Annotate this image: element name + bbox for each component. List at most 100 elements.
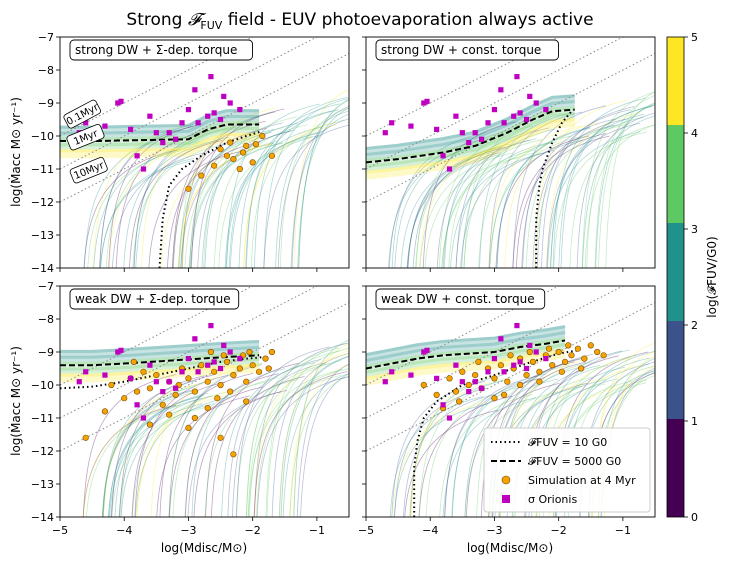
track-line: [243, 121, 338, 268]
track-line: [300, 373, 349, 517]
simulation-point: [491, 395, 498, 402]
track-line: [131, 381, 226, 517]
panel-title-text: weak DW + Σ-dep. torque: [75, 292, 231, 306]
track-line: [159, 372, 254, 517]
band-line: [366, 325, 566, 357]
y-tick-label: −14: [31, 262, 54, 275]
colorbar-tick-label: 0: [691, 511, 698, 524]
simulation-point: [545, 345, 553, 352]
band-line: [366, 342, 566, 374]
isochrone-label: 10Myr: [69, 156, 108, 184]
track-line: [536, 109, 631, 268]
track-line: [488, 111, 583, 268]
track-line: [254, 353, 348, 517]
x-tick-label: −2: [551, 524, 567, 537]
sigma-orionis-point: [102, 372, 108, 378]
band-line: [366, 334, 566, 366]
y-tick-label: −9: [38, 97, 54, 110]
sigma-orionis-point: [421, 349, 427, 355]
panel-title-text: strong DW + Σ-dep. torque: [75, 43, 237, 57]
simulation-point: [420, 381, 427, 389]
sigma-orionis-point: [173, 385, 179, 391]
track-line: [253, 371, 348, 517]
track-line: [412, 146, 507, 268]
colorbar-label: log(𝓕FUV/G0): [705, 236, 719, 317]
track-line: [189, 142, 284, 268]
sigma-orionis-point: [434, 126, 440, 132]
track-line: [479, 112, 573, 268]
simulation-point: [536, 368, 543, 375]
band-line: [366, 342, 566, 374]
isochrone-label-box: [66, 123, 105, 151]
track-line: [558, 105, 653, 268]
track-line: [108, 141, 203, 268]
simulation-point: [227, 139, 234, 146]
simulation-point: [252, 141, 259, 148]
simulation-point: [172, 391, 179, 399]
y-axis-label-bottom: log(Ṁacc M⊙ yr⁻¹): [8, 346, 23, 456]
track-line: [415, 143, 509, 268]
simulation-point: [500, 391, 508, 399]
panel-frame: [365, 285, 656, 518]
simulation-point: [558, 368, 565, 375]
simulation-point: [529, 358, 537, 366]
simulation-point: [594, 348, 601, 356]
track-line: [280, 356, 349, 517]
simulation-point: [265, 365, 272, 372]
track-line: [569, 124, 655, 268]
simulation-point: [433, 391, 440, 399]
track-line: [495, 135, 590, 268]
panel-title-box: [375, 39, 559, 61]
band-line: [60, 357, 260, 371]
evolution-tracks: [388, 91, 655, 268]
sigma-orionis-point: [118, 98, 124, 104]
sigma-orionis-point: [527, 93, 533, 99]
track-line: [226, 103, 320, 268]
band-line: [366, 115, 575, 171]
band-line: [366, 336, 566, 368]
track-line: [133, 128, 228, 268]
simulation-point: [491, 375, 498, 382]
track-line: [204, 379, 299, 517]
track-line: [455, 127, 550, 268]
sigma-orionis-point: [514, 323, 520, 329]
track-line: [282, 373, 349, 517]
sigma-orionis-point: [140, 415, 147, 421]
sigma-orionis-point: [83, 369, 89, 375]
band-line: [366, 348, 566, 380]
track-line: [291, 105, 349, 268]
track-line: [406, 154, 501, 268]
track-line: [455, 142, 550, 268]
y-tick-label: −8: [38, 313, 54, 326]
track-line: [213, 124, 308, 268]
band-line: [366, 336, 566, 368]
sigma-orionis-point: [237, 356, 243, 362]
track-line: [179, 111, 273, 268]
simulation-point: [526, 348, 533, 356]
colorbar-seg-3: [667, 125, 684, 223]
simulation-point: [452, 388, 460, 395]
track-line: [403, 393, 497, 517]
sigma-orionis-point: [185, 356, 192, 362]
track-line: [480, 361, 575, 517]
simulation-point: [204, 378, 211, 385]
legend-label-10g0: 𝓕FUV = 10 G0: [528, 436, 607, 449]
track-line: [93, 124, 187, 268]
simulation-point: [185, 185, 192, 192]
simulation-point: [446, 375, 453, 382]
band-line: [366, 94, 575, 151]
x-tick-label: −5: [52, 524, 68, 537]
track-line: [256, 376, 349, 517]
sigma-orionis-point: [501, 369, 507, 375]
x-tick-label: −1: [615, 524, 631, 537]
track-line: [444, 378, 538, 517]
simulation-point: [140, 368, 147, 375]
track-line: [115, 129, 210, 268]
track-line: [553, 131, 648, 268]
band-line: [60, 132, 260, 153]
simulation-point: [159, 401, 166, 408]
track-line: [436, 139, 531, 268]
sigma-orionis-point: [195, 120, 201, 126]
band-line: [366, 123, 575, 180]
track-line: [102, 389, 196, 517]
